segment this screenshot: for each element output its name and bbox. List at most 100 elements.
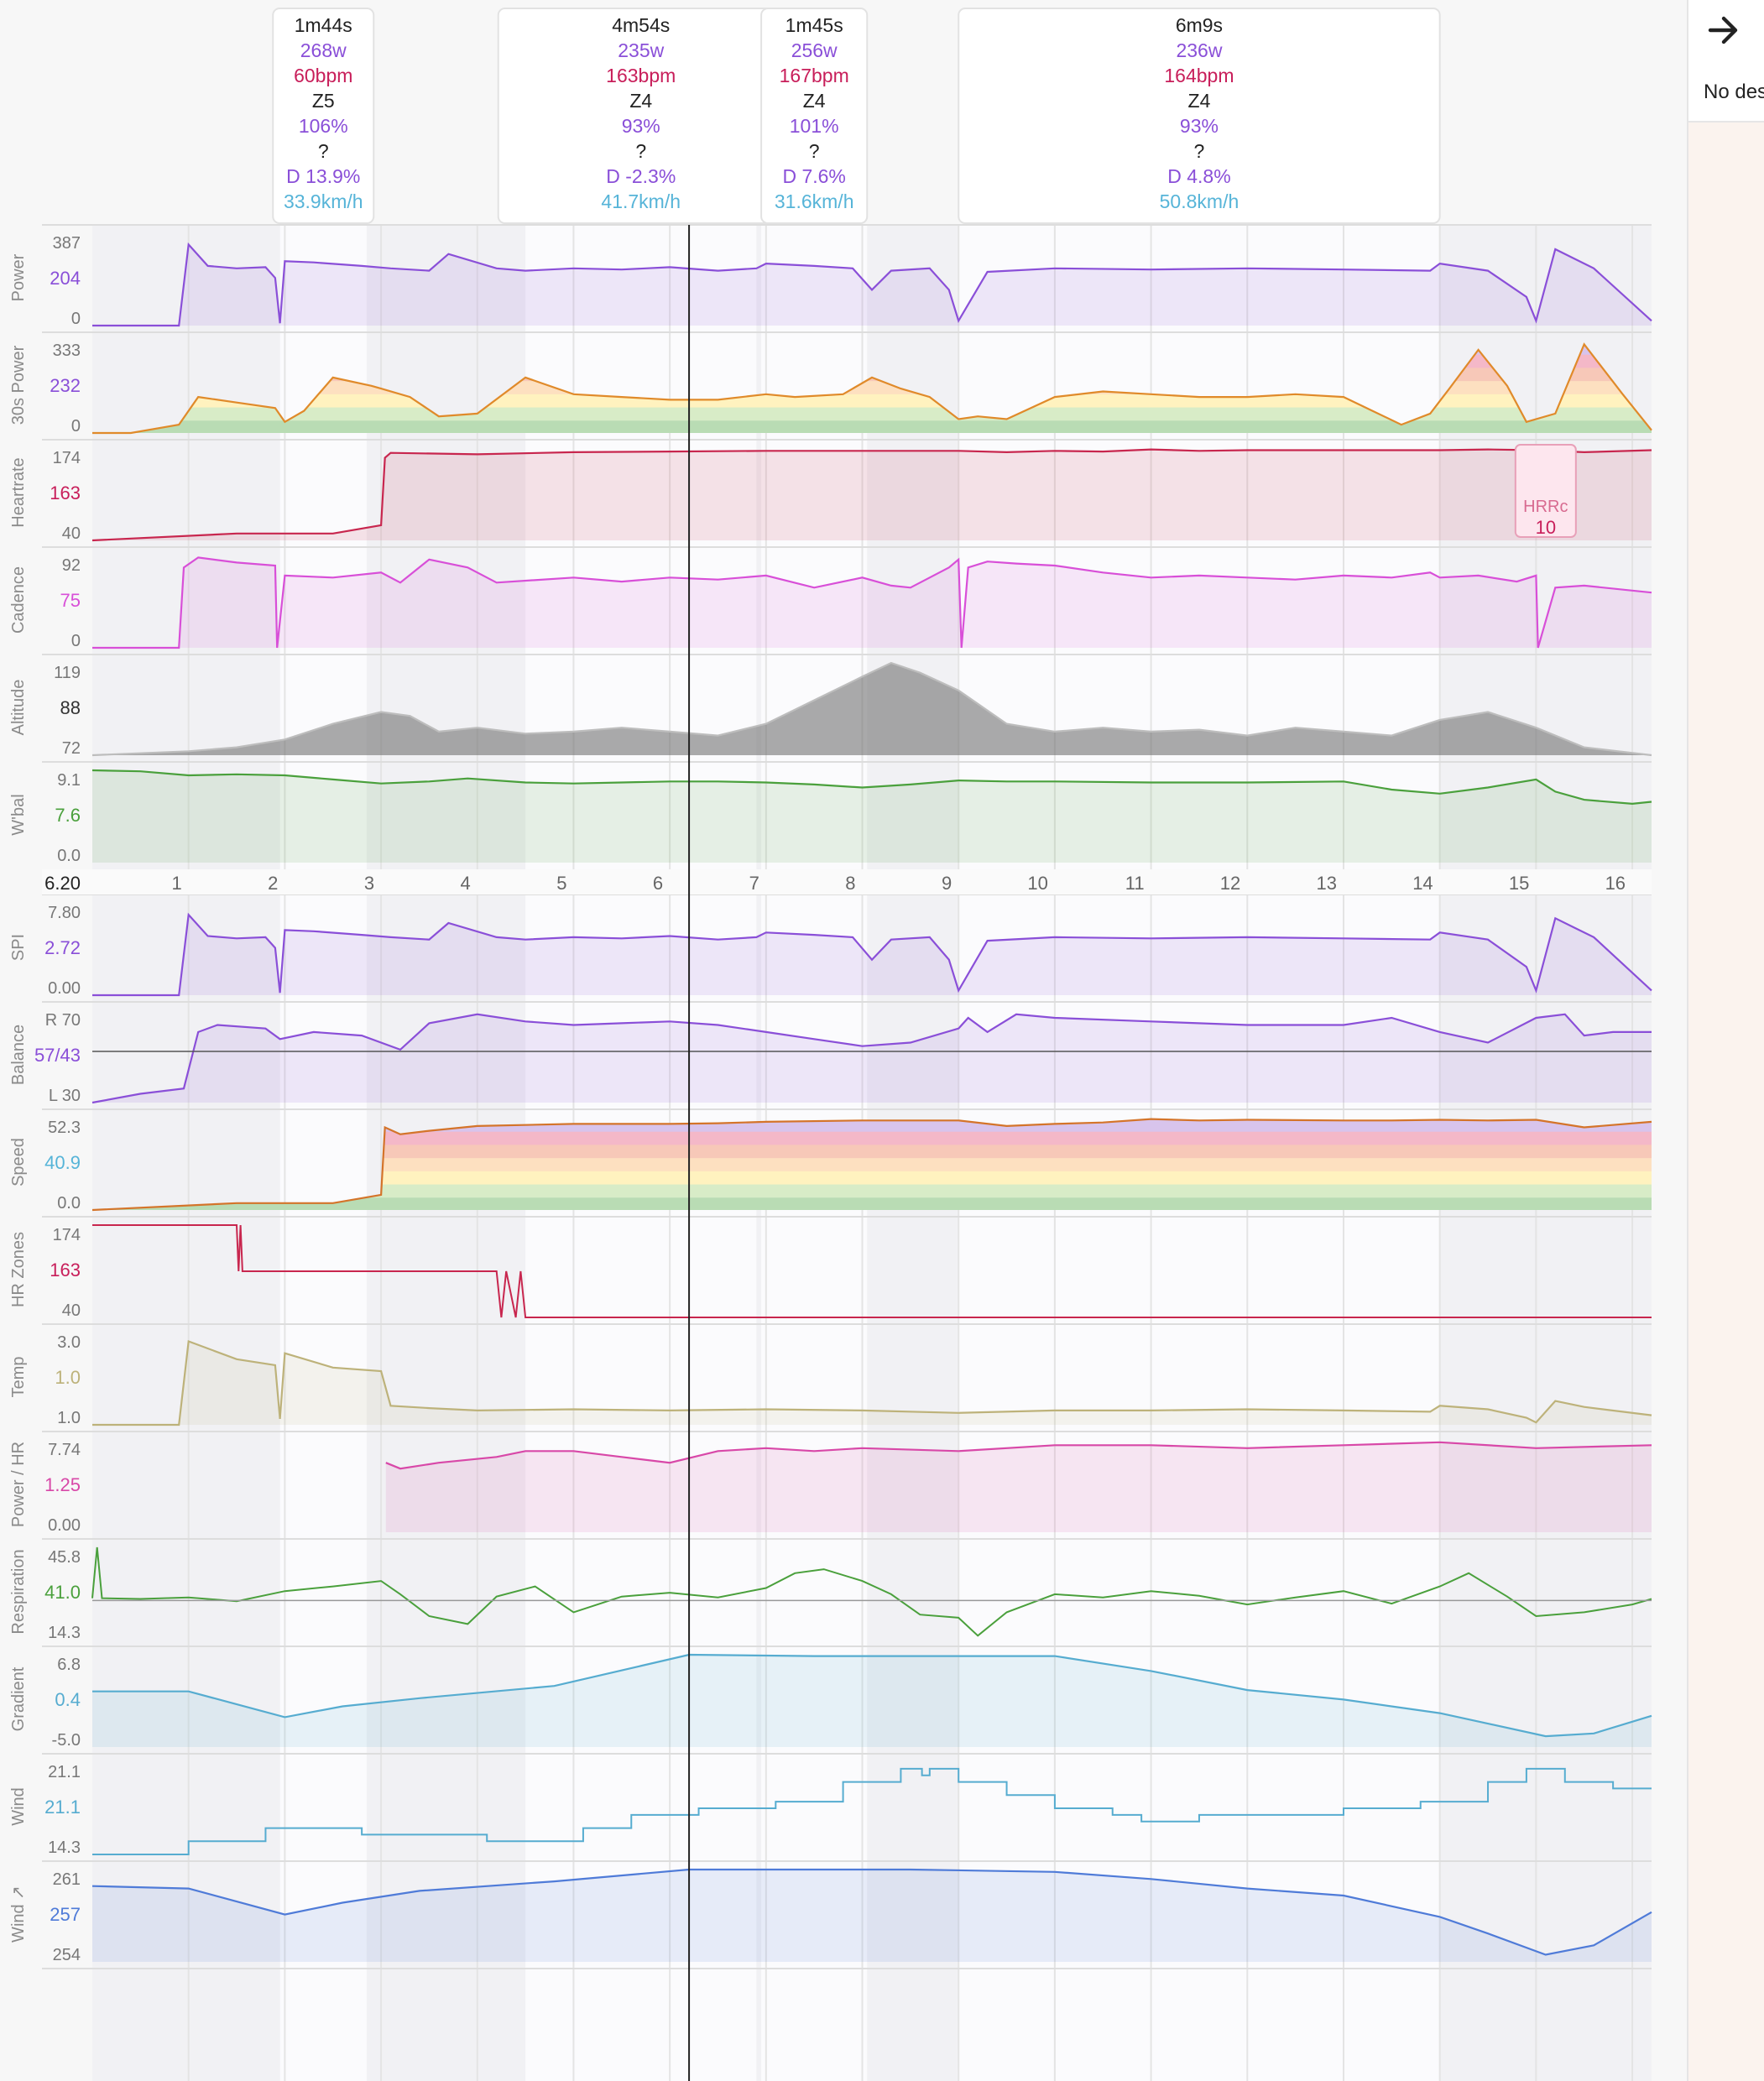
series-fill [92, 1655, 1652, 1747]
panel-13: Respiration 45.8 41.0 14.3 [9, 1546, 1652, 1642]
distance-tick: 16 [1605, 873, 1626, 894]
interval-card-bg [272, 8, 375, 224]
series-line [92, 1767, 1652, 1855]
interval-card-bg [958, 8, 1441, 224]
axis-title: Respiration [9, 1549, 28, 1634]
axis-max: 45.8 [48, 1548, 81, 1567]
interval-zone: Z5 [312, 90, 335, 112]
interval-card-2: 4m54s 235w 163bpm Z4 93%? D -2.3% 41.7km/h [497, 8, 785, 224]
panel-14: Gradient 6.8 0.4 -5.0 [9, 1653, 1652, 1750]
hrrc-box [1514, 444, 1577, 538]
series-line [91, 1868, 1652, 1956]
interval-power: 236w [1176, 39, 1222, 61]
interval-power: 235w [618, 39, 664, 61]
series-line [91, 1013, 1652, 1104]
distance-tick: 4 [461, 873, 471, 894]
axis-min: 0 [71, 632, 81, 650]
panel-1: Power 387 204 0 [9, 234, 1652, 328]
distance-tick: 14 [1412, 873, 1433, 894]
distance-tick: 12 [1220, 873, 1240, 894]
axis-current: 21.1 [44, 1797, 81, 1818]
series-line [91, 448, 1652, 542]
axis-min: 40 [62, 1301, 81, 1320]
zone-band-2 [92, 1183, 1652, 1198]
distance-tick: 8 [845, 873, 855, 894]
series-line [92, 242, 1652, 327]
distance-tick: 1 [171, 873, 181, 894]
axis-min: 0 [71, 310, 81, 328]
panel-5: Altitude 119 88 72 [9, 661, 1652, 758]
activity-chart-area: 1m44s 268w 60bpm Z5 106%? D 13.9% 33.9km/h 4m54… [0, 0, 1687, 2081]
axis-current: 163 [50, 1260, 81, 1280]
axis-current: 88 [60, 697, 81, 718]
interval-speed: 50.8km/h [1160, 190, 1239, 212]
interval-zone: Z4 [803, 90, 826, 112]
interval-pct: 93% [1180, 115, 1219, 137]
axis-max: 9.1 [57, 771, 81, 790]
hrrc-value: 10 [1536, 517, 1556, 538]
axis-max: 92 [62, 556, 81, 575]
series-line [92, 556, 1652, 649]
interval-duration: 4m54s [612, 14, 670, 36]
series-line [92, 1653, 1652, 1738]
interval-decoupling: D 7.6% [782, 165, 845, 187]
side-panel: No des [1687, 0, 1764, 2081]
axis-current: 7.6 [55, 805, 81, 826]
interval-pct: 106% [299, 115, 348, 137]
zone-band-1 [92, 420, 1652, 433]
activity-chart[interactable]: 1m44s 268w 60bpm Z5 106%? D 13.9% 33.9km/h 4m54… [0, 0, 1687, 2081]
axis-title: 30s Power [9, 345, 28, 425]
axis-min: 72 [62, 739, 81, 758]
axis-min: 0 [71, 417, 81, 435]
axis-title: W'bal [9, 794, 28, 835]
series-fill [92, 1870, 1652, 1962]
distance-tick: 11 [1125, 873, 1145, 894]
axis-current: 57/43 [34, 1045, 81, 1066]
series-line [92, 1224, 1652, 1318]
interval-speed: 33.9km/h [284, 190, 363, 212]
interval-card-3: 1m45s 256w 167bpm Z4 101%? D 7.6% 31.6km/h [760, 8, 869, 224]
series-line [92, 342, 1652, 435]
axis-current: 1.0 [55, 1367, 81, 1388]
axis-min: 1.0 [57, 1409, 81, 1427]
axis-max: R 70 [45, 1011, 81, 1030]
interval-card-4: 6m9s 236w 164bpm Z4 93%? D 4.8% 50.8km/h [958, 8, 1441, 224]
series-line [92, 912, 1652, 997]
hrrc-label: HRRc [1523, 498, 1568, 516]
axis-current: 2.72 [44, 937, 81, 958]
interval-q: ? [635, 140, 646, 162]
axis-title: Temp [9, 1357, 28, 1398]
panel-3: Heartrate 174 163 40 [9, 448, 1652, 543]
zone-band-5 [92, 1144, 1652, 1159]
interval-pct: 93% [622, 115, 660, 137]
arrow-right-icon[interactable] [1704, 10, 1744, 50]
axis-max: 3.0 [57, 1333, 81, 1352]
series-line [91, 769, 1652, 806]
interval-q: ? [809, 140, 820, 162]
side-panel-description: No des [1704, 81, 1764, 103]
distance-tick: 2 [268, 873, 278, 894]
interval-decoupling: D 13.9% [286, 165, 360, 187]
distance-tick: 6 [653, 873, 663, 894]
panel-10: HR Zones 174 163 40 [9, 1224, 1652, 1320]
axis-max: 119 [54, 664, 81, 682]
axis-title: Cadence [9, 566, 28, 634]
series-line [92, 1339, 1652, 1426]
axis-title: Power / HR [9, 1442, 28, 1527]
interval-speed: 41.7km/h [601, 190, 681, 212]
panel-15: Wind 21.1 21.1 14.3 [9, 1763, 1652, 1857]
axis-min: 14.3 [48, 1838, 81, 1857]
interval-q: ? [318, 140, 329, 162]
interval-hr: 164bpm [1164, 65, 1234, 86]
interval-card-1: 1m44s 268w 60bpm Z5 106%? D 13.9% 33.9km/h [272, 8, 375, 224]
axis-title: HR Zones [9, 1232, 28, 1307]
axis-title: SPI [9, 934, 28, 961]
zone-band-3 [92, 1170, 1652, 1185]
interval-shade-1 [279, 225, 367, 2081]
axis-max: 174 [53, 449, 81, 467]
interval-speed: 31.6km/h [775, 190, 854, 212]
zone-band-1 [92, 1197, 1652, 1210]
interval-zone: Z4 [1188, 90, 1211, 112]
distance-tick: 10 [1027, 873, 1047, 894]
